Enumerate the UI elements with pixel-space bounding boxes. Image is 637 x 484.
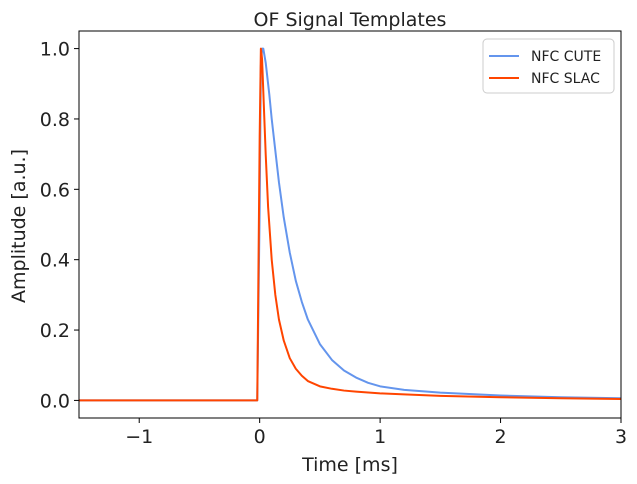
x-tick-label: 3 xyxy=(615,426,627,448)
legend: NFC CUTE NFC SLAC xyxy=(482,38,615,94)
y-tick-label: 0.6 xyxy=(40,179,70,201)
y-tick-label: 0.2 xyxy=(40,320,70,342)
y-tick-label: 0.8 xyxy=(40,109,70,131)
x-axis-label: Time [ms] xyxy=(301,454,398,476)
chart-title: OF Signal Templates xyxy=(254,9,447,31)
plot-frame xyxy=(78,30,622,419)
x-tick-label: 0 xyxy=(254,426,266,448)
x-tick-label: 1 xyxy=(374,426,386,448)
y-tick-label: 1.0 xyxy=(40,39,70,61)
x-tick-label: −1 xyxy=(125,426,153,448)
y-tick-label: 0.0 xyxy=(40,390,70,412)
y-axis-label: Amplitude [a.u.] xyxy=(8,149,30,303)
ticks-layer: −1 0 1 2 3 0.0 0.2 0.4 0.6 0.8 1.0 xyxy=(40,39,627,448)
legend-label: NFC SLAC xyxy=(531,71,600,87)
series-layer xyxy=(79,47,622,402)
y-tick-label: 0.4 xyxy=(40,250,70,272)
series-line-2 xyxy=(79,47,622,402)
series-line-1 xyxy=(79,47,622,402)
legend-label: NFC CUTE xyxy=(531,49,601,65)
legend-box xyxy=(482,38,615,94)
x-tick-label: 2 xyxy=(495,426,507,448)
